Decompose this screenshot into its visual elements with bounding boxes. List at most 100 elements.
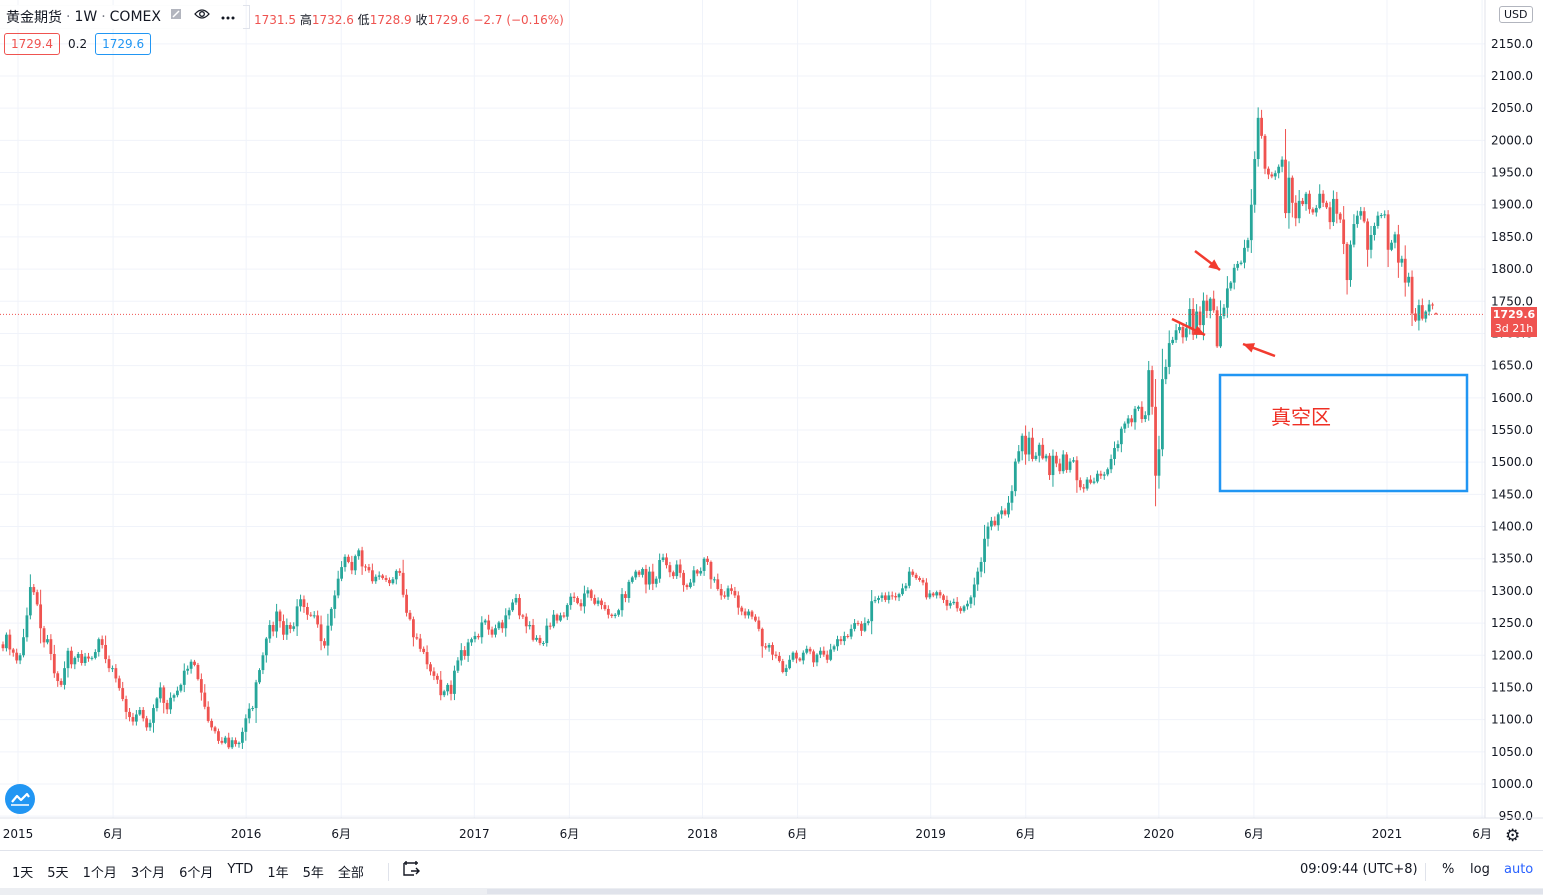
candle (1164, 359, 1168, 385)
timeframe-label[interactable]: 1W (74, 9, 98, 25)
candle (1294, 195, 1298, 227)
range-5d[interactable]: 5天 (47, 866, 69, 881)
collapse-icon[interactable] (165, 6, 187, 28)
candle (507, 607, 511, 620)
candle-body (989, 520, 993, 527)
candle-body (162, 687, 166, 703)
candle (962, 604, 966, 613)
candle (572, 592, 576, 602)
candle (247, 703, 251, 724)
eye-icon[interactable] (191, 6, 213, 28)
symbol-name[interactable]: 黄金期货 (6, 10, 62, 26)
candle-body (1147, 370, 1151, 416)
candle (1075, 456, 1079, 493)
currency-badge[interactable]: USD (1499, 6, 1533, 23)
range-1d[interactable]: 1天 (12, 866, 34, 881)
symbol-legend[interactable]: 黄金期货 · 1W · COMEX (0, 5, 243, 29)
candle (124, 695, 128, 720)
range-3m[interactable]: 3个月 (130, 866, 166, 881)
candle-body (730, 588, 733, 591)
candle (624, 591, 627, 603)
candle (1263, 134, 1267, 175)
candle-body (1359, 211, 1363, 216)
more-dots-icon[interactable] (217, 6, 239, 28)
candle-body (1195, 311, 1198, 335)
candle-body (795, 652, 798, 659)
candle-body (1253, 159, 1257, 205)
price-tick-label: 2100.0 (1491, 69, 1533, 83)
candle (617, 608, 621, 617)
candle-body (1092, 481, 1096, 483)
candle-body (333, 595, 337, 609)
calendar-goto-icon[interactable] (402, 860, 420, 880)
price-tick-label: 1600.0 (1491, 391, 1533, 405)
candle (377, 571, 381, 580)
candle (1366, 218, 1369, 267)
toolbar-divider (1425, 863, 1426, 881)
candle-body (176, 690, 179, 696)
gear-icon[interactable]: ⚙ (1505, 826, 1521, 846)
candle (733, 586, 737, 598)
candle-body (39, 604, 43, 629)
range-5y[interactable]: 5年 (302, 866, 324, 881)
range-1y[interactable]: 1年 (267, 866, 289, 881)
candle (1318, 184, 1322, 210)
candle-body (401, 572, 405, 595)
auto-scale-toggle[interactable]: auto (1504, 862, 1534, 877)
candle (1417, 299, 1421, 331)
candle-body (1311, 209, 1315, 213)
candle (842, 631, 846, 646)
candle-body (894, 596, 898, 598)
candle-body (1321, 193, 1325, 203)
candle-body (637, 571, 641, 575)
candle (1126, 415, 1130, 428)
log-scale-toggle[interactable]: log (1470, 862, 1490, 877)
price-tick-label: 1450.0 (1491, 487, 1533, 501)
candle (1359, 206, 1363, 220)
tradingview-logo-icon[interactable] (5, 784, 35, 814)
time-tick-label: 2016 (231, 827, 262, 841)
candle-body (1116, 444, 1120, 449)
candle-body (774, 654, 778, 656)
candle (288, 622, 292, 634)
chart-scrollbar[interactable] (0, 888, 1543, 895)
candle-body (1400, 258, 1404, 263)
clock-readout[interactable]: 09:09:44 (UTC+8) (1300, 862, 1418, 877)
candle (989, 516, 993, 531)
candle (641, 567, 644, 578)
candle-body (596, 600, 600, 604)
candle-body (121, 688, 125, 700)
candle-body (555, 614, 559, 621)
range-6m[interactable]: 6个月 (179, 866, 214, 881)
price-tick-label: 1200.0 (1491, 648, 1533, 662)
candle-body (1390, 242, 1393, 250)
candle (579, 599, 583, 611)
range-ytd[interactable]: YTD (227, 862, 254, 877)
range-1m[interactable]: 1个月 (82, 866, 117, 881)
candle (1017, 445, 1021, 464)
candle (914, 572, 918, 580)
candle-body (1102, 474, 1106, 476)
candle (1037, 442, 1041, 463)
candle (408, 609, 412, 621)
candle-body (189, 661, 193, 669)
range-all[interactable]: 全部 (337, 866, 364, 881)
candle (261, 652, 265, 675)
candle-body (1133, 408, 1137, 423)
candle (863, 617, 867, 633)
candle-body (812, 651, 815, 663)
candle-body (268, 625, 272, 639)
candle (839, 636, 843, 645)
sell-price-button[interactable]: 1729.4 (4, 33, 60, 55)
price-chart[interactable]: 950.0 1000.0 1050.0 1100.0 1150.0 1200.0 1250.… (0, 0, 1543, 850)
candle-body (781, 661, 785, 673)
buy-price-button[interactable]: 1729.6 (95, 33, 152, 55)
candle-body (911, 571, 915, 575)
candle-body (945, 599, 949, 606)
scrollbar-thumb[interactable] (487, 889, 1543, 894)
last-price-value: 1729.6 (1492, 308, 1536, 321)
candle-body (1051, 455, 1055, 476)
candle-body (227, 737, 231, 748)
percent-scale-toggle[interactable]: % (1442, 862, 1455, 877)
candle-body (1150, 370, 1154, 407)
